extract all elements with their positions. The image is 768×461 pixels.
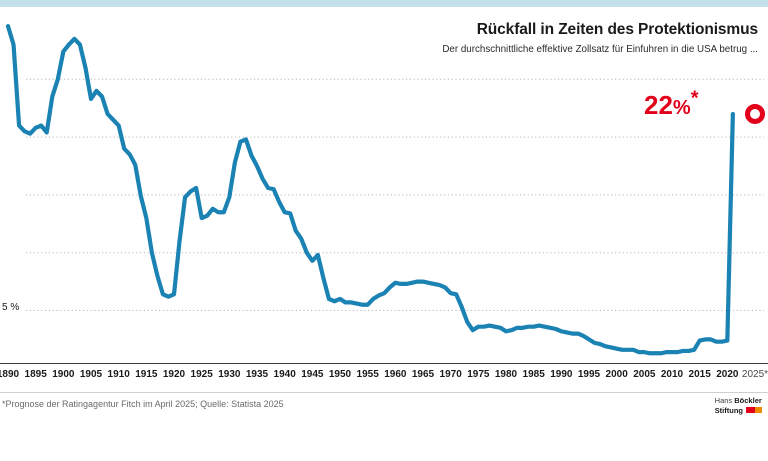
x-axis-ticks: 1890 1895 1900 1905 1910 1915 1920 1925 1930 1935…: [0, 369, 768, 385]
line-chart-svg: [5, 24, 765, 356]
x-axis-tick-1995: 1995: [577, 369, 601, 380]
annotation-asterisk: *: [690, 87, 699, 110]
x-axis-tick-1910: 1910: [107, 369, 130, 380]
x-axis-tick-1915: 1915: [135, 369, 158, 380]
logo-hans: Hans: [714, 396, 735, 405]
annotation-percent: %: [672, 97, 691, 119]
x-axis-tick-1980: 1980: [494, 369, 518, 380]
x-axis-tick-2010: 2010: [660, 369, 684, 380]
forecast-value-annotation: 22%*: [644, 88, 699, 121]
logo-bar-red: [746, 406, 755, 413]
logo-boeckler: Böckler: [734, 396, 762, 405]
gridlines-group: [26, 78, 764, 311]
logo-stiftung: Stiftung: [714, 405, 743, 415]
tariff-rate-line: [5, 24, 735, 356]
hans-boeckler-stiftung-logo: Hans Böckler Stiftung: [715, 396, 762, 415]
chart-subtitle: Der durchschnittliche effektive Zollsatz…: [442, 44, 758, 55]
x-axis-tick-1990: 1990: [550, 369, 573, 380]
x-axis-tick-1940: 1940: [273, 369, 296, 380]
chart-header: Rückfall in Zeiten des Protektionismus D…: [338, 20, 758, 57]
logo-bar-orange: [755, 406, 762, 413]
logo-color-bars: [746, 406, 762, 416]
x-axis-tick-1970: 1970: [439, 369, 462, 380]
x-axis-tick-1895: 1895: [24, 369, 47, 380]
chart-title: Rückfall in Zeiten des Protektionismus: [476, 21, 758, 38]
footnote-source: *Prognose der Ratingagentur Fitch im Apr…: [2, 399, 284, 409]
logo-line-1: Hans Böckler: [715, 396, 762, 406]
x-axis-tick-1905: 1905: [79, 369, 103, 380]
x-axis-tick-1950: 1950: [328, 369, 352, 380]
x-axis-tick-1925: 1925: [190, 369, 213, 380]
x-axis-tick-1935: 1935: [245, 369, 269, 380]
x-axis-tick-1955: 1955: [356, 369, 379, 380]
x-axis-tick-1945: 1945: [301, 369, 324, 380]
x-axis-tick-2025: 2025*: [741, 369, 768, 380]
x-axis-tick-1890: 1890: [0, 369, 20, 380]
x-axis-line: [0, 363, 768, 364]
x-axis-tick-1985: 1985: [522, 369, 545, 380]
x-axis-tick-1930: 1930: [218, 369, 241, 380]
x-axis-tick-1900: 1900: [52, 369, 75, 380]
y-axis-label: 5 %: [2, 302, 20, 313]
x-axis-tick-2000: 2000: [605, 369, 628, 380]
x-axis-tick-1960: 1960: [384, 369, 407, 380]
x-axis-tick-2020: 2020: [716, 369, 739, 380]
x-axis-tick-1920: 1920: [162, 369, 186, 380]
chart-plot-area: [5, 24, 765, 356]
logo-line-2: Stiftung: [715, 406, 762, 416]
annotation-value: 22: [644, 90, 673, 120]
x-axis-tick-1975: 1975: [467, 369, 490, 380]
footer-divider: [0, 392, 768, 393]
top-accent-band: [0, 0, 768, 7]
forecast-point-marker: [745, 103, 765, 124]
x-axis-tick-1965: 1965: [411, 369, 435, 380]
x-axis-tick-2015: 2015: [688, 369, 711, 380]
x-axis-tick-2005: 2005: [633, 369, 656, 380]
